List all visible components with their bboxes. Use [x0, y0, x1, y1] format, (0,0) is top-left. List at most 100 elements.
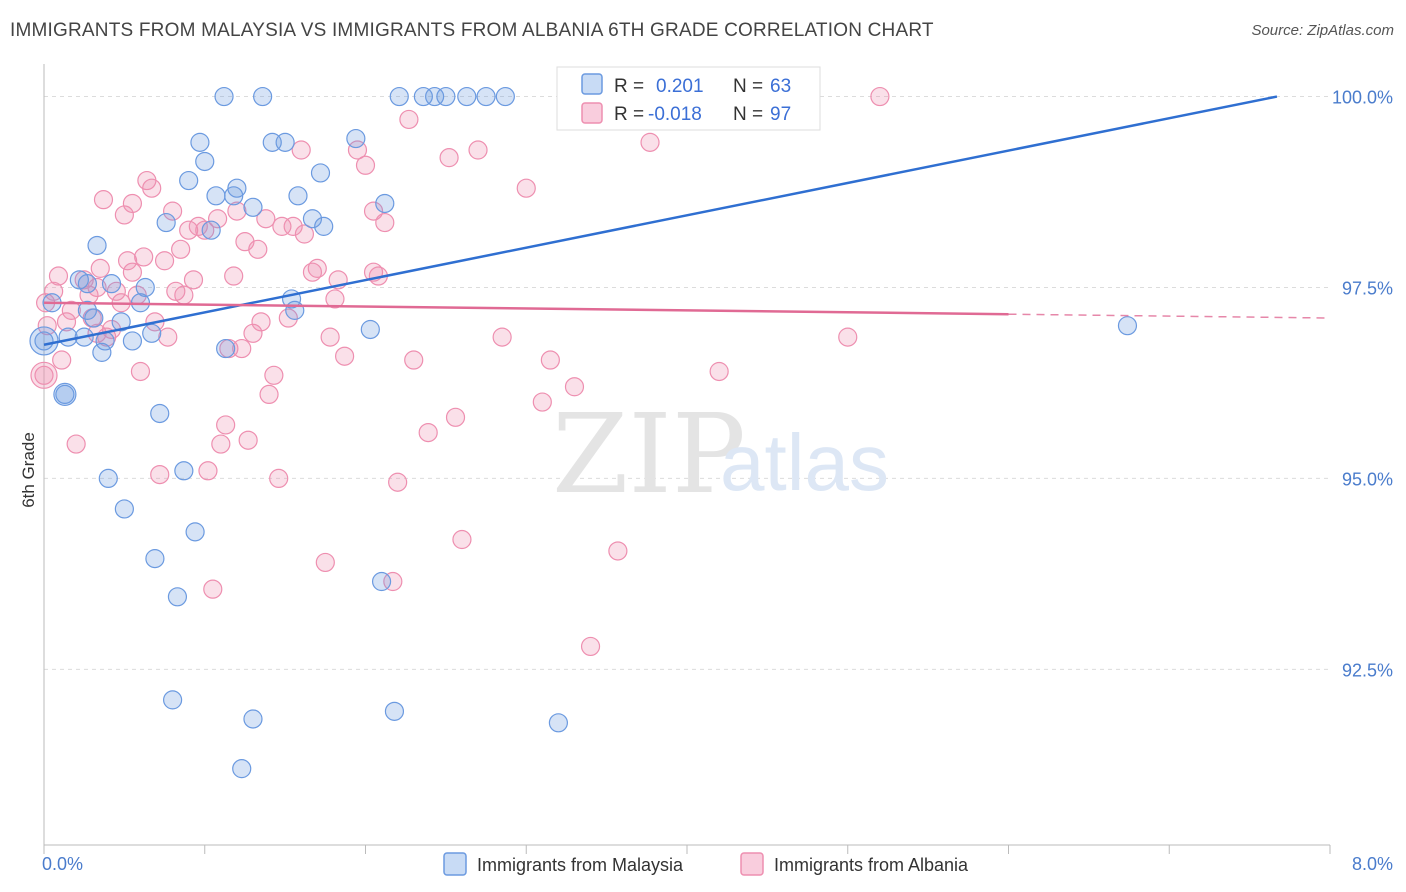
point-malaysia — [163, 690, 183, 710]
point-albania — [211, 434, 231, 454]
point-malaysia — [34, 331, 54, 351]
point-albania — [870, 86, 890, 107]
legend-swatch-albania — [740, 852, 764, 876]
point-albania — [235, 232, 255, 252]
point-malaysia — [206, 186, 226, 206]
y-tick-label: 100.0% — [1332, 88, 1393, 108]
point-albania — [251, 312, 271, 332]
point-malaysia — [195, 151, 215, 172]
point-malaysia — [190, 132, 210, 152]
point-malaysia — [288, 186, 308, 206]
watermark-zip: ZIP — [552, 390, 746, 518]
point-albania — [66, 434, 86, 454]
point-albania — [404, 350, 424, 370]
point-albania — [540, 350, 560, 370]
stats-r-label-albania: R = — [614, 104, 644, 125]
point-malaysia — [142, 323, 162, 343]
point-malaysia — [548, 713, 569, 733]
point-albania — [399, 109, 419, 130]
point-malaysia — [101, 274, 122, 294]
point-malaysia — [29, 326, 59, 356]
point-malaysia — [360, 319, 380, 340]
series-albania-points — [30, 86, 890, 657]
chart-title: IMMIGRANTS FROM MALAYSIA VS IMMIGRANTS F… — [10, 20, 934, 41]
point-albania — [325, 289, 345, 309]
point-malaysia — [476, 86, 496, 107]
trend-line-albania-extension — [1008, 313, 1331, 319]
point-albania — [363, 201, 384, 221]
point-malaysia — [58, 327, 78, 347]
point-malaysia — [92, 342, 112, 362]
point-albania — [283, 216, 303, 236]
point-albania — [122, 193, 143, 214]
axes — [43, 64, 1331, 854]
point-albania — [238, 430, 258, 450]
point-malaysia — [55, 384, 75, 405]
point-malaysia — [457, 86, 477, 107]
point-malaysia — [314, 216, 334, 236]
point-malaysia — [253, 86, 273, 107]
point-albania — [48, 266, 69, 286]
point-albania — [259, 384, 279, 405]
point-malaysia — [413, 86, 433, 107]
point-malaysia — [77, 300, 98, 320]
point-malaysia — [201, 220, 221, 240]
point-malaysia — [243, 709, 263, 729]
point-albania — [320, 327, 340, 347]
point-albania — [256, 209, 276, 229]
point-albania — [315, 552, 335, 573]
legend-swatch-malaysia — [443, 852, 467, 876]
legend-label-albania: Immigrants from Albania — [774, 855, 969, 875]
point-albania — [134, 247, 154, 267]
x-tick-label: 8.0% — [1352, 854, 1393, 874]
point-albania — [532, 392, 552, 412]
point-malaysia — [243, 197, 263, 217]
point-malaysia — [156, 212, 176, 233]
point-malaysia — [371, 571, 392, 592]
point-albania — [34, 365, 54, 385]
point-albania — [468, 140, 488, 160]
point-albania — [452, 529, 472, 550]
stats-n-value-malaysia: 63 — [770, 76, 791, 97]
point-albania — [117, 251, 138, 271]
point-albania — [163, 201, 183, 221]
stats-swatch-albania — [581, 102, 603, 124]
x-tick-label: 0.0% — [42, 854, 83, 874]
point-albania — [114, 205, 134, 225]
series-malaysia-points — [29, 86, 1138, 779]
point-albania — [291, 140, 311, 160]
point-malaysia — [122, 331, 143, 351]
point-malaysia — [185, 522, 205, 542]
trend-line-malaysia — [43, 95, 1278, 346]
point-malaysia — [310, 163, 331, 183]
point-malaysia — [346, 128, 366, 149]
point-malaysia — [232, 759, 252, 779]
stats-n-label-albania: N = — [733, 104, 763, 125]
trend-line-albania — [43, 301, 1009, 316]
series-legend: Immigrants from Malaysia Immigrants from… — [443, 852, 969, 876]
point-malaysia — [174, 461, 194, 481]
point-albania — [87, 277, 107, 298]
point-albania — [154, 251, 175, 271]
point-malaysia — [111, 312, 131, 332]
point-albania — [709, 361, 729, 382]
point-albania — [90, 258, 110, 278]
point-albania — [564, 377, 585, 397]
point-albania — [278, 308, 298, 328]
y-tick-labels: 100.0% 97.5% 95.0% 92.5% — [1332, 88, 1393, 681]
point-albania — [93, 190, 114, 210]
point-malaysia — [84, 308, 104, 328]
y-axis-label: 6th Grade — [19, 432, 38, 508]
point-malaysia — [98, 468, 118, 489]
point-albania — [122, 262, 143, 282]
point-albania — [142, 178, 162, 198]
watermark-atlas: atlas — [720, 418, 889, 507]
legend-label-malaysia: Immigrants from Malaysia — [477, 855, 684, 875]
point-albania — [418, 422, 438, 443]
point-malaysia — [53, 382, 77, 407]
point-malaysia — [214, 86, 234, 107]
point-albania — [224, 266, 244, 286]
point-malaysia — [145, 549, 165, 569]
point-malaysia — [384, 701, 405, 721]
point-albania — [375, 212, 395, 233]
